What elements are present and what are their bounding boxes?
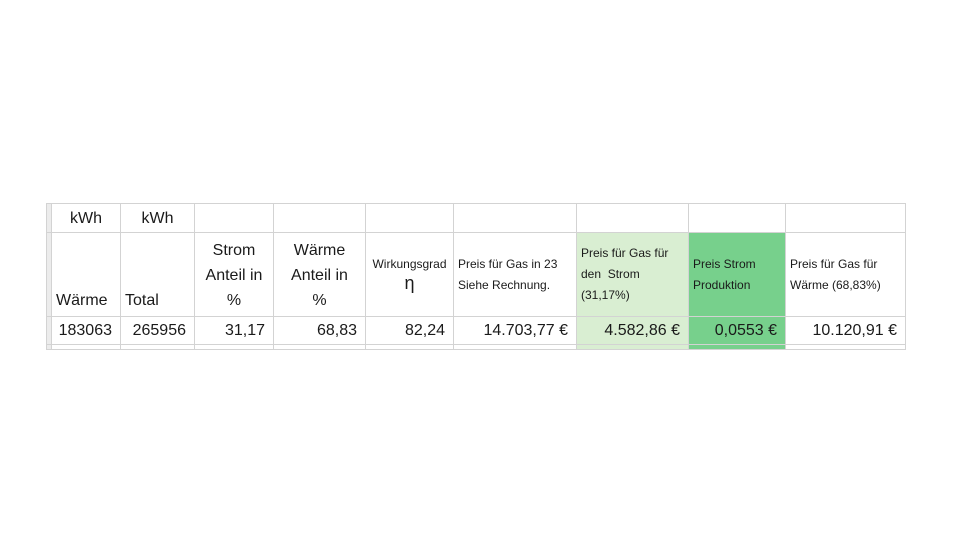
value-waerme-kwh[interactable]: 183063 bbox=[51, 316, 121, 345]
value-preis-gas-waerme[interactable]: 10.120,91 € bbox=[785, 316, 906, 345]
header-preis-gas-23[interactable]: Preis für Gas in 23 Siehe Rechnung. bbox=[453, 232, 577, 317]
header-wirkungsgrad[interactable]: Wirkungsgrad η bbox=[365, 232, 454, 317]
header-waerme[interactable]: Wärme bbox=[51, 232, 121, 317]
header-unit-total[interactable]: kWh bbox=[120, 203, 195, 233]
header-total[interactable]: Total bbox=[120, 232, 195, 317]
partial-row-cell[interactable] bbox=[688, 344, 786, 350]
column-header-row: Wärme Total Strom Anteil in % Wärme Ante… bbox=[46, 232, 906, 317]
partial-row-cell[interactable] bbox=[576, 344, 689, 350]
header-preis-gas-strom[interactable]: Preis für Gas für den Strom (31,17%) bbox=[576, 232, 689, 317]
partial-row-cell[interactable] bbox=[120, 344, 195, 350]
partial-row-cell[interactable] bbox=[194, 344, 274, 350]
spreadsheet-view: kWh kWh Wärme Total Strom Anteil in % Wä… bbox=[46, 203, 906, 350]
value-preis-gas-23[interactable]: 14.703,77 € bbox=[453, 316, 577, 345]
partial-row-cell[interactable] bbox=[785, 344, 906, 350]
header-unit-waerme[interactable]: kWh bbox=[51, 203, 121, 233]
value-waerme-anteil[interactable]: 68,83 bbox=[273, 316, 366, 345]
partial-next-row bbox=[46, 344, 906, 350]
empty-cell[interactable] bbox=[576, 203, 689, 233]
wirkungsgrad-label: Wirkungsgrad bbox=[372, 256, 447, 271]
header-strom-anteil[interactable]: Strom Anteil in % bbox=[194, 232, 274, 317]
partial-row-cell[interactable] bbox=[51, 344, 121, 350]
unit-header-row: kWh kWh bbox=[46, 203, 906, 233]
partial-row-cell[interactable] bbox=[273, 344, 366, 350]
partial-row-cell[interactable] bbox=[365, 344, 454, 350]
value-wirkungsgrad[interactable]: 82,24 bbox=[365, 316, 454, 345]
empty-cell[interactable] bbox=[785, 203, 906, 233]
value-total-kwh[interactable]: 265956 bbox=[120, 316, 195, 345]
header-waerme-anteil[interactable]: Wärme Anteil in % bbox=[273, 232, 366, 317]
data-row: 183063 265956 31,17 68,83 82,24 14.703,7… bbox=[46, 316, 906, 345]
empty-cell[interactable] bbox=[688, 203, 786, 233]
value-preis-gas-strom[interactable]: 4.582,86 € bbox=[576, 316, 689, 345]
empty-cell[interactable] bbox=[365, 203, 454, 233]
eta-symbol: η bbox=[404, 272, 415, 293]
header-preis-strom-produktion[interactable]: Preis Strom Produktion bbox=[688, 232, 786, 317]
data-table: kWh kWh Wärme Total Strom Anteil in % Wä… bbox=[46, 203, 906, 350]
header-preis-gas-waerme[interactable]: Preis für Gas für Wärme (68,83%) bbox=[785, 232, 906, 317]
partial-row-cell[interactable] bbox=[453, 344, 577, 350]
empty-cell[interactable] bbox=[194, 203, 274, 233]
empty-cell[interactable] bbox=[273, 203, 366, 233]
empty-cell[interactable] bbox=[453, 203, 577, 233]
value-preis-strom-produktion[interactable]: 0,0553 € bbox=[688, 316, 786, 345]
value-strom-anteil[interactable]: 31,17 bbox=[194, 316, 274, 345]
